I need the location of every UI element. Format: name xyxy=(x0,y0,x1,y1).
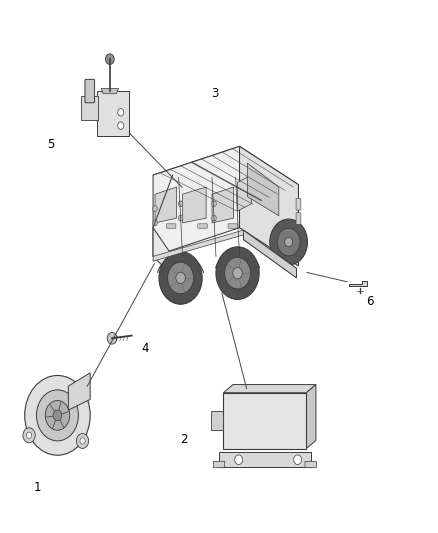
Polygon shape xyxy=(212,187,233,223)
Circle shape xyxy=(107,333,117,344)
Polygon shape xyxy=(349,281,367,286)
Circle shape xyxy=(153,220,157,226)
Polygon shape xyxy=(247,163,279,216)
Circle shape xyxy=(23,428,35,443)
Circle shape xyxy=(216,247,259,300)
Circle shape xyxy=(225,257,251,289)
Polygon shape xyxy=(153,147,298,213)
Text: 3: 3 xyxy=(211,87,218,100)
FancyBboxPatch shape xyxy=(296,198,301,210)
Polygon shape xyxy=(306,385,316,449)
Circle shape xyxy=(76,433,88,448)
Text: 2: 2 xyxy=(180,433,188,446)
FancyBboxPatch shape xyxy=(228,224,237,228)
FancyBboxPatch shape xyxy=(81,96,98,120)
Circle shape xyxy=(153,206,157,212)
Polygon shape xyxy=(153,228,173,276)
Polygon shape xyxy=(183,187,206,223)
Circle shape xyxy=(45,400,70,430)
Circle shape xyxy=(176,272,185,284)
Circle shape xyxy=(53,410,62,421)
Circle shape xyxy=(178,201,183,207)
Circle shape xyxy=(270,219,307,265)
FancyBboxPatch shape xyxy=(223,393,306,449)
Polygon shape xyxy=(240,147,298,266)
Circle shape xyxy=(212,215,216,221)
Circle shape xyxy=(285,237,293,247)
Circle shape xyxy=(178,215,183,221)
Circle shape xyxy=(159,252,202,304)
Circle shape xyxy=(36,390,78,441)
Polygon shape xyxy=(237,175,251,211)
Circle shape xyxy=(277,228,300,256)
Polygon shape xyxy=(155,187,177,223)
Polygon shape xyxy=(211,411,223,430)
FancyBboxPatch shape xyxy=(85,79,95,103)
Text: 6: 6 xyxy=(366,295,373,308)
Polygon shape xyxy=(244,230,297,278)
FancyBboxPatch shape xyxy=(97,91,130,136)
Circle shape xyxy=(212,201,216,207)
Circle shape xyxy=(80,438,85,444)
Polygon shape xyxy=(223,385,316,393)
Circle shape xyxy=(168,262,194,294)
FancyBboxPatch shape xyxy=(296,213,301,224)
Text: 4: 4 xyxy=(141,342,148,356)
FancyBboxPatch shape xyxy=(198,224,207,228)
Text: 1: 1 xyxy=(34,481,42,494)
Circle shape xyxy=(26,432,32,439)
FancyBboxPatch shape xyxy=(166,224,176,228)
FancyBboxPatch shape xyxy=(219,453,311,467)
Circle shape xyxy=(293,455,301,465)
Polygon shape xyxy=(68,373,90,410)
Circle shape xyxy=(118,109,124,116)
Circle shape xyxy=(106,54,114,64)
Circle shape xyxy=(25,375,90,455)
Polygon shape xyxy=(101,88,119,94)
Circle shape xyxy=(233,268,242,279)
Polygon shape xyxy=(153,230,244,261)
Circle shape xyxy=(235,455,243,465)
FancyBboxPatch shape xyxy=(305,462,316,468)
Polygon shape xyxy=(153,147,240,256)
Circle shape xyxy=(118,122,124,130)
Text: 5: 5 xyxy=(47,138,55,151)
FancyBboxPatch shape xyxy=(213,462,225,468)
